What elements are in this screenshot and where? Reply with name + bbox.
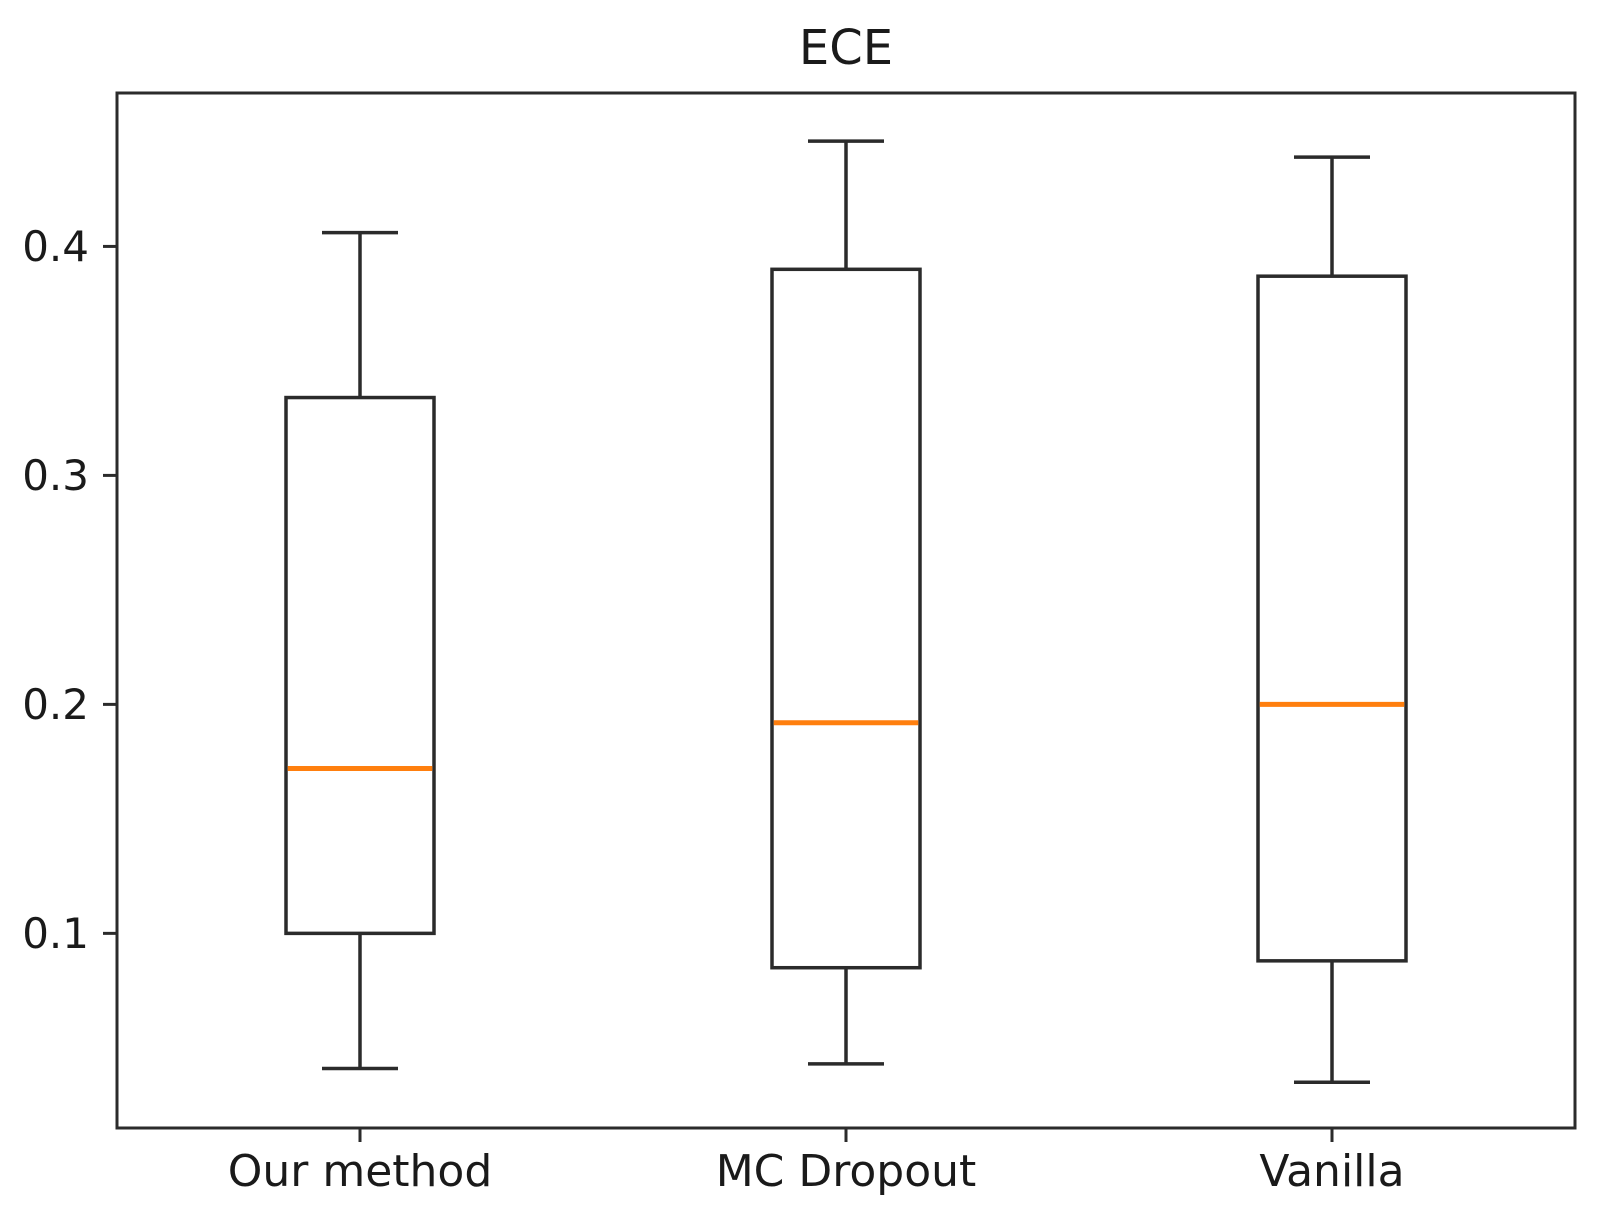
iqr-box: [770, 267, 922, 970]
chart-title: ECE: [798, 20, 894, 76]
category-label: Our method: [228, 1146, 493, 1197]
category-label: Vanilla: [1259, 1146, 1404, 1197]
iqr-box: [284, 395, 436, 936]
category-label: MC Dropout: [716, 1146, 977, 1197]
y-axis-tick-label: 0.3: [22, 451, 89, 500]
y-axis-tick-label: 0.4: [22, 222, 89, 271]
y-axis-tick-label: 0.1: [22, 909, 89, 958]
iqr-box: [1256, 274, 1408, 963]
y-axis-tick-label: 0.2: [22, 680, 89, 729]
